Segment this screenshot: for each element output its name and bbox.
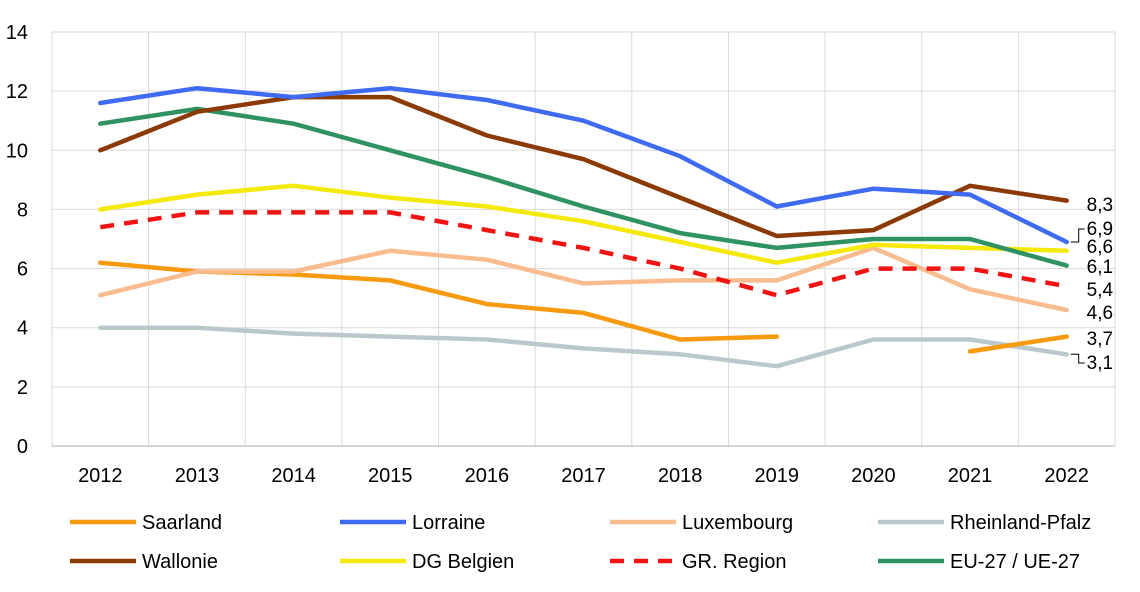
y-tick-label: 4 xyxy=(17,318,28,340)
x-tick-label: 2018 xyxy=(658,465,703,487)
y-axis-labels: 0 2 4 6 8 10 12 14 xyxy=(6,22,28,458)
x-axis-labels: 2012 2013 2014 2015 2016 2017 2018 2019 2020 2021… xyxy=(78,465,1089,487)
x-tick-label: 2021 xyxy=(948,465,993,487)
end-value-label: 6,1 xyxy=(1087,257,1113,278)
x-tick-label: 2020 xyxy=(851,465,896,487)
legend-label: Rheinland-Pfalz xyxy=(950,512,1091,534)
legend-label: Saarland xyxy=(142,512,222,534)
y-tick-label: 6 xyxy=(17,259,28,281)
legend-item: Wallonie xyxy=(70,551,218,573)
series-line-saarland xyxy=(967,334,1069,354)
legend-item: Rheinland-Pfalz xyxy=(878,512,1091,534)
end-value-label: 6,9 xyxy=(1087,219,1113,240)
legend-item: Lorraine xyxy=(340,512,485,534)
x-tick-label: 2019 xyxy=(755,465,800,487)
x-tick-label: 2022 xyxy=(1044,465,1089,487)
chart-legend: Saarland Lorraine Luxembourg Rheinland-Pfal… xyxy=(70,512,1091,573)
end-value-labels: 3,7 6,9 4,6 3,1 8,3 6,6 5,46,1 xyxy=(1070,195,1114,374)
y-tick-label: 0 xyxy=(17,436,28,458)
y-tick-label: 14 xyxy=(6,22,28,44)
series-line-rheinland-pfalz xyxy=(98,325,1069,369)
legend-item: GR. Region xyxy=(610,551,787,573)
y-tick-label: 2 xyxy=(17,377,28,399)
legend-item: DG Belgien xyxy=(340,551,514,573)
legend-item: EU-27 / UE-27 xyxy=(878,551,1080,573)
legend-item: Saarland xyxy=(70,512,222,534)
end-label-leader xyxy=(1070,228,1085,243)
end-value-label: 5,4 xyxy=(1087,280,1114,301)
series-line-luxembourg xyxy=(98,245,1069,313)
legend-label: Wallonie xyxy=(142,551,218,573)
legend-item: Luxembourg xyxy=(610,512,793,534)
end-value-label: 3,7 xyxy=(1087,329,1113,350)
x-tick-label: 2015 xyxy=(368,465,413,487)
x-tick-label: 2014 xyxy=(271,465,316,487)
series-line-wallonie xyxy=(98,94,1069,239)
chart-series-lines xyxy=(98,85,1069,369)
x-tick-label: 2016 xyxy=(465,465,510,487)
y-tick-label: 8 xyxy=(17,199,28,221)
end-value-label: 8,3 xyxy=(1087,195,1113,216)
legend-label: Luxembourg xyxy=(682,512,793,534)
legend-label: EU-27 / UE-27 xyxy=(950,551,1080,573)
series-line-dg-belgien xyxy=(98,183,1069,265)
legend-label: Lorraine xyxy=(412,512,485,534)
series-line-gr-region xyxy=(99,210,1068,298)
legend-label: GR. Region xyxy=(682,551,787,573)
end-value-label: 3,1 xyxy=(1087,353,1113,374)
series-line-eu-27-ue-27 xyxy=(98,106,1069,268)
x-tick-label: 2012 xyxy=(78,465,123,487)
series-line-lorraine xyxy=(98,85,1069,245)
y-tick-label: 12 xyxy=(6,81,28,103)
y-tick-label: 10 xyxy=(6,140,28,162)
end-value-label: 4,6 xyxy=(1087,303,1113,324)
x-tick-label: 2017 xyxy=(561,465,606,487)
end-label-leader xyxy=(1070,353,1085,364)
end-value-label: 6,6 xyxy=(1087,237,1113,258)
legend-label: DG Belgien xyxy=(412,551,514,573)
x-tick-label: 2013 xyxy=(175,465,220,487)
